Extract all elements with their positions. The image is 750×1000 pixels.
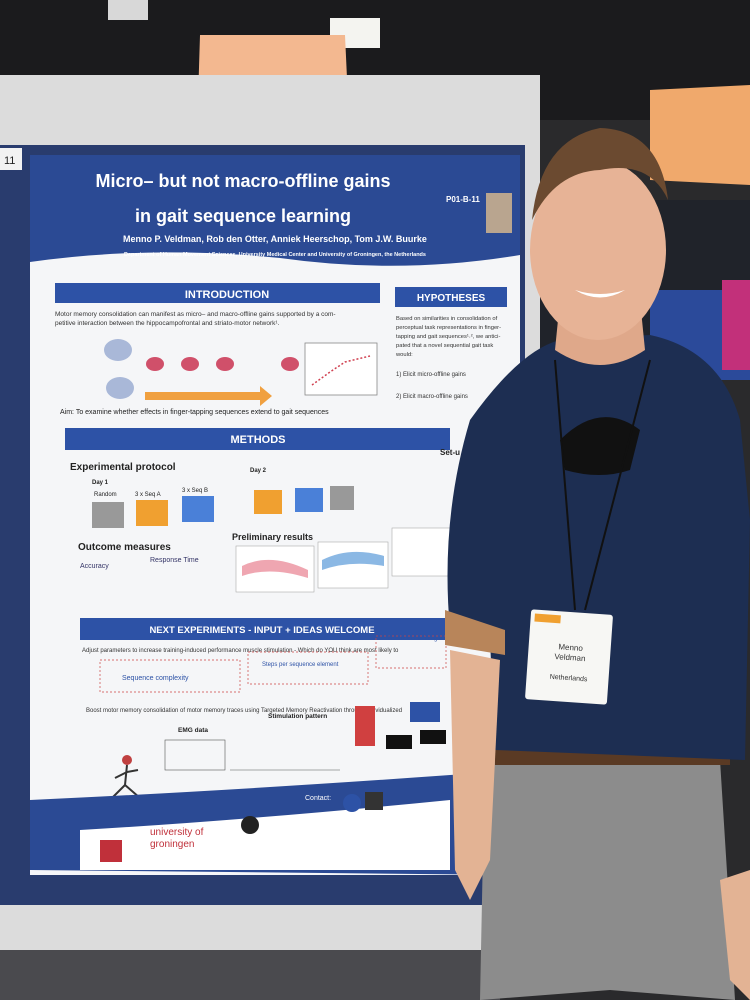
methods-subheading: Outcome measures [78, 542, 171, 553]
next-label: Stimulation pattern [268, 713, 327, 720]
methods-subheading: Experimental protocol [70, 462, 176, 473]
qr-code [365, 792, 383, 810]
poster-header [30, 155, 520, 266]
intro-figure [104, 339, 378, 406]
next-text: Boost motor memory consolidation of moto… [86, 708, 402, 714]
face [530, 160, 666, 340]
university-crest [100, 840, 122, 862]
hypotheses-text: would: [395, 352, 413, 358]
poster-authors: Menno P. Veldman, Rob den Otter, Anniek … [123, 234, 427, 244]
poster-title: in gait sequence learning [135, 206, 351, 226]
shirt [447, 335, 750, 760]
protocol-label: Random [94, 492, 117, 498]
outcome-label: Response Time [150, 557, 199, 564]
hypotheses-text: Based on similarities in consolidation o… [396, 316, 498, 322]
hypothesis-item: 2) Elicit macro-offline gains [396, 394, 468, 400]
sunglasses [560, 417, 640, 475]
badge [525, 609, 613, 705]
section-heading: NEXT EXPERIMENTS - INPUT + IDEAS WELCOME [149, 625, 374, 636]
badge-name: Veldman [554, 652, 586, 663]
lamp [650, 85, 750, 185]
hypotheses-text: pated that a novel sequential gait task [396, 343, 493, 349]
idea-box [375, 635, 447, 669]
section-heading: INTRODUCTION [185, 289, 269, 301]
section-bar [65, 428, 450, 450]
ceiling-light [108, 0, 148, 20]
board-number-tag [0, 148, 22, 170]
idea-box [247, 651, 369, 685]
section-bar [395, 287, 507, 307]
hand [720, 870, 750, 1000]
jeans [480, 750, 735, 1000]
idea-item: Steps per sequence element [262, 662, 339, 668]
hypothesis-item: 1) Elicit micro-offline gains [396, 372, 466, 378]
protocol-label: 3 x Seq B [182, 488, 208, 494]
section-heading: HYPOTHESES [417, 293, 486, 304]
hypotheses-text: tapping and gait sequences¹˒², we antici… [396, 334, 500, 340]
intro-text: petitive interaction between the hippoca… [55, 320, 280, 327]
smile [575, 290, 625, 298]
banner [722, 280, 750, 370]
section-bar [80, 618, 445, 640]
protocol-label: Day 2 [250, 468, 267, 474]
poster-title: Micro– but not macro-offline gains [95, 171, 390, 191]
author-photo [486, 193, 512, 233]
badge-country: Netherlands [549, 674, 588, 684]
idea-box [99, 659, 241, 693]
next-label: EMG data [178, 727, 208, 734]
badge-name: Menno [558, 642, 584, 653]
methods-setup: Set-u [440, 448, 460, 457]
board-number: 11 [4, 155, 15, 167]
intro-aim: Aim: To examine whether effects in finge… [60, 409, 329, 416]
poster-code: P01-B-11 [446, 195, 480, 204]
mail-icon [241, 816, 259, 834]
idea-item: Number of training b [388, 636, 443, 642]
poster-affiliation: Department of Human Movement Sciences, U… [124, 252, 426, 258]
idea-item: Sequence complexity [122, 675, 189, 682]
protocol-label: Day 1 [92, 480, 109, 486]
linkedin-icon [343, 794, 361, 812]
outcome-label: Accuracy [80, 563, 109, 570]
next-text: Adjust parameters to increase training-i… [82, 648, 399, 654]
rolled-sleeve [445, 610, 505, 655]
protocol-label: 3 x Seq A [135, 492, 161, 498]
university-logo: groningen [150, 839, 194, 850]
lanyard [554, 359, 651, 611]
university-logo: university of [150, 827, 204, 838]
methods-subheading: Preliminary results [232, 532, 313, 542]
protocol-figure [92, 486, 354, 528]
intro-text: Motor memory consolidation can manifest … [55, 311, 336, 318]
contact-label: Contact: [305, 795, 331, 802]
hair [532, 128, 668, 220]
forearm [450, 650, 500, 900]
section-heading: METHODS [231, 434, 286, 446]
hypotheses-text: perceptual task representations in finge… [396, 325, 501, 331]
badge-logo [534, 613, 561, 624]
section-bar [55, 283, 380, 303]
poster-footer-white [80, 800, 450, 870]
results-figure [235, 527, 453, 593]
emg-figure [109, 702, 446, 801]
